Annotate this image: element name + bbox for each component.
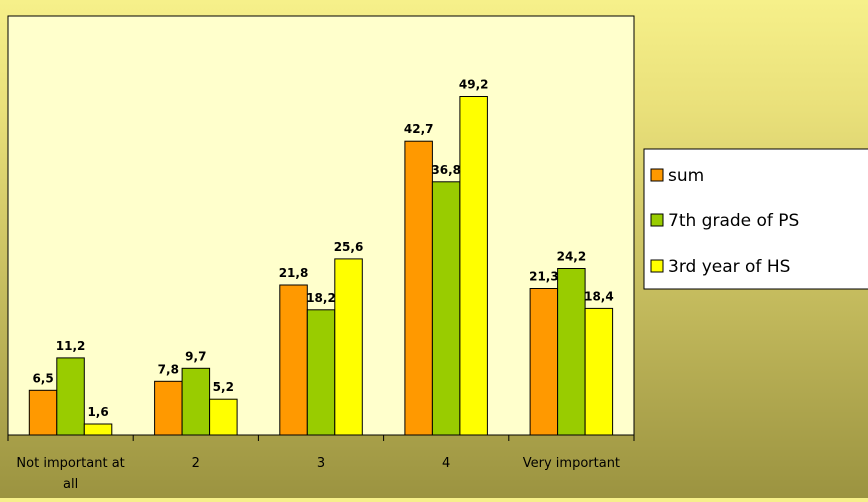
legend-label: sum xyxy=(668,166,704,186)
data-label: 1,6 xyxy=(87,405,108,419)
bar xyxy=(306,309,336,436)
bar xyxy=(83,423,113,436)
bar xyxy=(56,357,85,436)
data-label: 25,6 xyxy=(334,240,364,254)
data-label: 49,2 xyxy=(459,78,489,92)
x-tick-label: all xyxy=(63,477,78,492)
bar xyxy=(154,380,183,436)
bar xyxy=(557,268,586,436)
bar xyxy=(28,389,58,436)
data-label: 21,3 xyxy=(529,270,559,284)
bar xyxy=(209,398,238,436)
legend-swatch xyxy=(650,213,664,227)
bar xyxy=(584,307,614,436)
legend-swatch xyxy=(650,168,664,182)
data-label: 9,7 xyxy=(185,349,206,363)
data-label: 18,4 xyxy=(584,289,614,303)
legend-box xyxy=(643,148,868,290)
x-tick-label: Not important at xyxy=(16,456,124,471)
data-label: 21,8 xyxy=(279,266,309,280)
legend-label: 7th grade of PS xyxy=(668,211,799,231)
x-tick-label: Very important xyxy=(523,456,620,471)
data-label: 18,2 xyxy=(306,291,336,305)
data-label: 5,2 xyxy=(213,380,234,394)
legend-swatch xyxy=(650,259,664,273)
data-label: 42,7 xyxy=(404,122,434,136)
bar xyxy=(431,181,461,436)
data-label: 7,8 xyxy=(158,362,179,376)
x-tick-label: 2 xyxy=(192,456,200,471)
bar xyxy=(404,140,433,436)
bar xyxy=(459,96,488,436)
bar xyxy=(529,288,559,436)
x-tick-label: 3 xyxy=(317,456,325,471)
x-axis: Not important at all 2 3 4 Very important xyxy=(7,434,635,492)
bars-layer xyxy=(28,96,614,436)
data-label: 11,2 xyxy=(56,339,86,353)
x-tick-label: 4 xyxy=(442,456,450,471)
legend: sum 7th grade of PS 3rd year of HS xyxy=(643,148,868,290)
bar xyxy=(334,258,363,436)
bar xyxy=(181,367,211,436)
data-label: 24,2 xyxy=(557,250,587,264)
value-labels-layer: 6,5 7,8 21,8 42,7 21,3 11,2 9,7 18,2 36,8 24,2 1,6… xyxy=(32,78,613,420)
data-label: 36,8 xyxy=(431,163,461,177)
bar xyxy=(279,284,308,436)
legend-label: 3rd year of HS xyxy=(668,257,790,277)
data-label: 6,5 xyxy=(32,371,53,385)
